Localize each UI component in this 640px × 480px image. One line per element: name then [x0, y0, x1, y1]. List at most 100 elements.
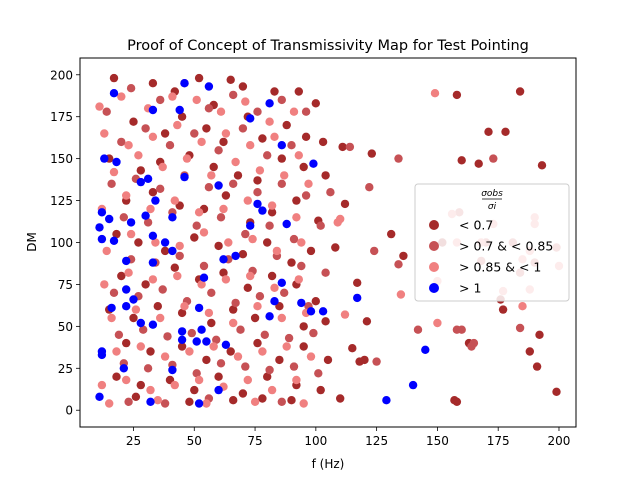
data-point: [282, 342, 291, 351]
data-point: [231, 298, 240, 308]
data-point: [258, 206, 267, 215]
data-point: [226, 347, 235, 356]
data-point: [216, 107, 226, 116]
data-point: [250, 313, 260, 323]
data-point: [292, 196, 301, 205]
data-point: [272, 246, 282, 256]
data-point: [253, 199, 262, 209]
data-point: [185, 347, 194, 356]
data-point: [192, 95, 201, 105]
data-point: [204, 82, 214, 91]
data-point: [122, 375, 131, 385]
data-point: [311, 297, 320, 306]
data-point: [421, 345, 430, 354]
data-point: [238, 124, 248, 133]
data-point: [95, 392, 104, 401]
data-point: [192, 369, 201, 378]
data-point: [297, 261, 306, 271]
data-point: [469, 338, 479, 348]
data-point: [207, 171, 216, 180]
data-point: [277, 313, 286, 323]
x-axis-ticks: 25 50 75 100 125 150 175 200: [126, 427, 571, 448]
data-point: [95, 223, 104, 232]
data-point: [148, 320, 158, 329]
data-point: [525, 347, 534, 356]
data-point: [263, 151, 272, 160]
data-point: [362, 317, 372, 326]
data-point: [255, 166, 265, 175]
data-point: [209, 162, 218, 172]
x-tick-label: 75: [247, 434, 262, 448]
data-point: [199, 273, 209, 282]
data-point: [355, 357, 364, 366]
data-point: [265, 365, 274, 375]
data-point: [156, 313, 165, 323]
data-point: [107, 313, 116, 323]
y-tick-label: 50: [58, 320, 73, 334]
data-point: [190, 385, 199, 395]
data-point: [180, 79, 189, 88]
data-point: [246, 114, 255, 123]
data-point: [382, 396, 391, 405]
data-point: [270, 87, 279, 96]
x-tick-label: 200: [548, 434, 571, 448]
data-point: [109, 236, 119, 245]
data-point: [207, 318, 216, 328]
data-point: [277, 95, 286, 105]
data-point: [265, 99, 274, 108]
data-point: [212, 335, 221, 344]
data-point: [345, 142, 355, 152]
data-point: [148, 132, 158, 141]
data-point: [250, 397, 260, 406]
x-tick-label: 50: [187, 434, 202, 448]
data-point: [243, 283, 252, 292]
data-point: [139, 325, 148, 334]
points-layer: [95, 73, 564, 408]
data-point: [323, 355, 333, 365]
data-point: [148, 231, 158, 240]
data-point: [270, 283, 279, 292]
data-point: [229, 318, 238, 328]
data-point: [131, 392, 141, 401]
data-point: [219, 137, 228, 147]
data-point: [114, 330, 124, 339]
data-point: [294, 87, 303, 96]
data-point: [236, 325, 245, 334]
data-point: [372, 357, 381, 366]
data-point: [248, 234, 257, 244]
data-point: [246, 141, 255, 150]
x-axis-label: f (Hz): [312, 457, 345, 471]
data-point: [229, 90, 238, 100]
legend-label: < 0.7: [459, 218, 493, 233]
data-point: [238, 389, 248, 398]
data-point: [321, 317, 330, 326]
data-point: [311, 99, 320, 108]
data-point: [226, 75, 235, 85]
data-point: [148, 258, 158, 267]
data-point: [122, 302, 131, 311]
data-point: [151, 238, 160, 247]
data-point: [148, 275, 158, 284]
data-point: [304, 179, 313, 188]
data-point: [498, 305, 508, 314]
data-point: [204, 104, 214, 113]
data-point: [221, 275, 231, 284]
data-point: [199, 228, 209, 237]
data-point: [146, 397, 155, 406]
data-point: [143, 364, 153, 373]
data-point: [109, 89, 119, 98]
data-point: [233, 352, 243, 361]
legend-entry: > 1: [429, 281, 481, 296]
data-point: [197, 280, 206, 289]
data-point: [170, 263, 179, 272]
data-point: [109, 73, 119, 83]
data-point: [340, 310, 350, 319]
data-point: [100, 280, 109, 289]
data-point: [146, 347, 155, 356]
data-point: [301, 191, 311, 200]
data-point: [537, 161, 547, 170]
data-point: [253, 302, 262, 311]
legend-title-numerator: σobs: [481, 189, 503, 199]
data-point: [185, 397, 194, 406]
data-point: [224, 238, 233, 247]
